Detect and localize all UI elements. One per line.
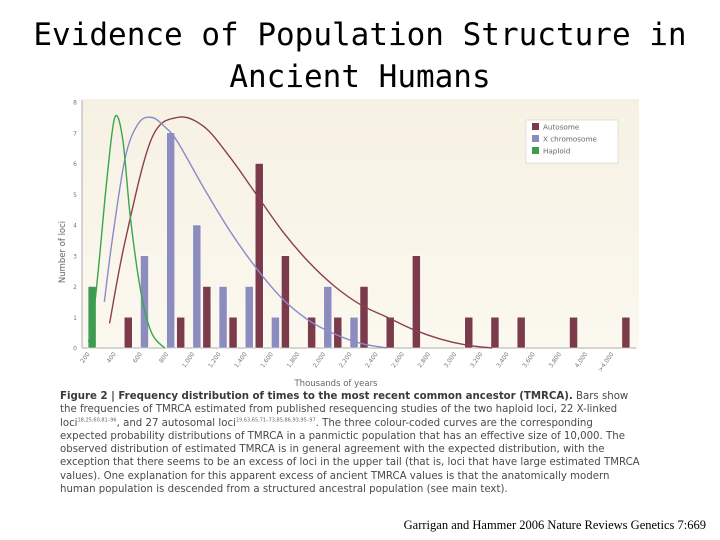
slide-title: Evidence of Population Structure in Anci… <box>20 14 700 98</box>
legend-box <box>525 119 619 164</box>
bar-autosome <box>569 317 578 349</box>
y-tick-label: 0 <box>73 346 77 353</box>
caption-text-2: , and 27 autosomal loci <box>116 417 236 429</box>
caption-text-1: Bars show the frequencies of TMRCA estim… <box>60 391 629 429</box>
figure: 0 1 2 3 4 5 6 7 8 200 400 600 800 1,000 1,200 1,400 1,60… <box>56 94 646 524</box>
caption-label: Figure 2 | Frequency distribution of tim… <box>60 391 573 402</box>
bar-autosome <box>412 255 421 349</box>
bar-autosome <box>490 317 500 349</box>
bar-autosome <box>385 317 395 349</box>
x-tick-label: 600 <box>132 351 144 365</box>
x-tick-label: 3,200 <box>469 351 485 369</box>
bar-x-chromosome <box>218 286 228 349</box>
bar-x-chromosome <box>192 224 202 349</box>
caption-text-3: . The three colour-coded curves are the … <box>60 417 640 496</box>
legend-label: Haploid <box>543 147 570 156</box>
y-axis-label: Number of loci <box>58 221 68 283</box>
legend-label: Autosome <box>543 123 580 132</box>
legend-label: X chromosome <box>543 135 597 144</box>
caption-ref-2: 19,63,65,71–73,85,86,93,95–97 <box>235 417 316 424</box>
y-tick-label: 7 <box>73 130 77 137</box>
x-tick-label: 2,400 <box>364 351 380 369</box>
slide-title-line-2: Ancient Humans <box>229 59 491 95</box>
y-tick-label: 8 <box>73 100 77 107</box>
x-tick-label: 4,000 <box>574 351 590 369</box>
bar-x-chromosome <box>323 286 333 349</box>
y-tick-label: 2 <box>73 284 77 291</box>
x-tick-label: 3,000 <box>443 351 459 369</box>
bar-x-chromosome <box>166 132 175 349</box>
x-tick-label: 1,600 <box>259 351 275 369</box>
x-tick-label: 800 <box>158 351 170 365</box>
bar-x-chromosome <box>244 286 254 349</box>
legend-swatch <box>532 147 539 154</box>
x-tick-label: 200 <box>79 351 91 365</box>
x-tick-label: 3,800 <box>547 351 563 369</box>
legend-swatch <box>532 123 539 130</box>
bar-autosome <box>228 317 238 349</box>
y-tick-label: 5 <box>73 192 77 199</box>
bar-autosome <box>254 163 264 349</box>
legend-swatch <box>532 135 539 142</box>
x-tick-label: 2,600 <box>390 351 406 369</box>
curve-haploid <box>87 114 166 349</box>
bar-autosome <box>464 317 474 349</box>
x-tick-label: 2,000 <box>312 351 328 369</box>
caption-ref-1: 18,25,60,81–96 <box>77 417 117 424</box>
bar-autosome <box>176 317 185 349</box>
bar-autosome <box>621 317 631 349</box>
y-tick-label: 1 <box>73 315 77 322</box>
x-axis-label: Thousands of years <box>293 379 378 389</box>
bar-autosome <box>307 317 316 349</box>
bar-autosome <box>516 317 526 349</box>
legend: Autosome X chromosome Haploid <box>525 119 619 164</box>
x-tick-label: 1,000 <box>181 351 197 369</box>
curves <box>87 114 493 349</box>
x-tick-label: 3,400 <box>495 351 511 369</box>
figure-caption: Figure 2 | Frequency distribution of tim… <box>60 390 640 496</box>
bar-haploid <box>87 286 97 349</box>
y-tick-label: 4 <box>73 223 77 230</box>
bar-x-chromosome <box>271 317 280 349</box>
x-tick-label: 1,800 <box>286 351 302 369</box>
curve-autosome <box>108 116 493 349</box>
tmrca-chart: 0 1 2 3 4 5 6 7 8 200 400 600 800 1,000 1,200 1,400 1,60… <box>58 99 639 389</box>
bar-x-chromosome <box>349 317 359 349</box>
x-tick-label: 1,200 <box>207 351 223 369</box>
slide-title-line-1: Evidence of Population Structure in <box>33 17 687 53</box>
curve-x-chromosome <box>103 116 388 349</box>
bar-autosome <box>359 286 369 349</box>
x-tick-label: 1,400 <box>233 351 249 369</box>
x-tick-label: >4,000 <box>597 351 616 373</box>
bar-autosome <box>202 286 212 349</box>
bar-autosome <box>124 317 133 349</box>
bar-x-chromosome <box>140 255 149 349</box>
x-tick-label: 400 <box>106 351 118 365</box>
x-tick-label: 3,600 <box>521 351 537 369</box>
y-tick-label: 6 <box>73 161 77 168</box>
x-tick-label: 2,200 <box>338 351 354 369</box>
y-tick-label: 3 <box>73 253 77 260</box>
x-tick-label: 2,800 <box>417 351 433 369</box>
bar-autosome <box>333 317 343 349</box>
bars <box>87 132 631 349</box>
citation: Garrigan and Hammer 2006 Nature Reviews … <box>403 518 706 532</box>
